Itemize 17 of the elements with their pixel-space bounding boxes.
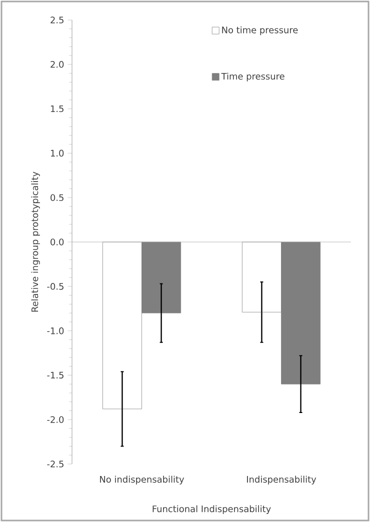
- y-tick-label: -1.5: [47, 372, 64, 379]
- y-tick-label: -2.5: [47, 460, 64, 468]
- y-tick-label: -2.0: [47, 416, 64, 423]
- y-tick-label: -0.5: [47, 283, 64, 290]
- x-tick-label: No indispensability: [100, 476, 184, 484]
- y-tick-label: 0.5: [50, 194, 64, 201]
- x-tick-label: Indispensability: [247, 476, 316, 484]
- y-tick-label: 1.5: [50, 105, 64, 112]
- y-tick-label: 2.0: [50, 61, 64, 68]
- y-tick-label: -1.0: [47, 327, 64, 334]
- y-tick-label: 0.0: [50, 238, 64, 246]
- legend-label: No time pressure: [222, 26, 298, 36]
- y-tick-label: 2.5: [50, 16, 64, 24]
- legend-label: Time pressure: [221, 72, 284, 82]
- y-tick-label: 1.0: [50, 150, 64, 157]
- y-axis-title: Relative ingroup prototypicality: [31, 172, 40, 312]
- x-axis-title: Functional Indispensability: [152, 505, 271, 514]
